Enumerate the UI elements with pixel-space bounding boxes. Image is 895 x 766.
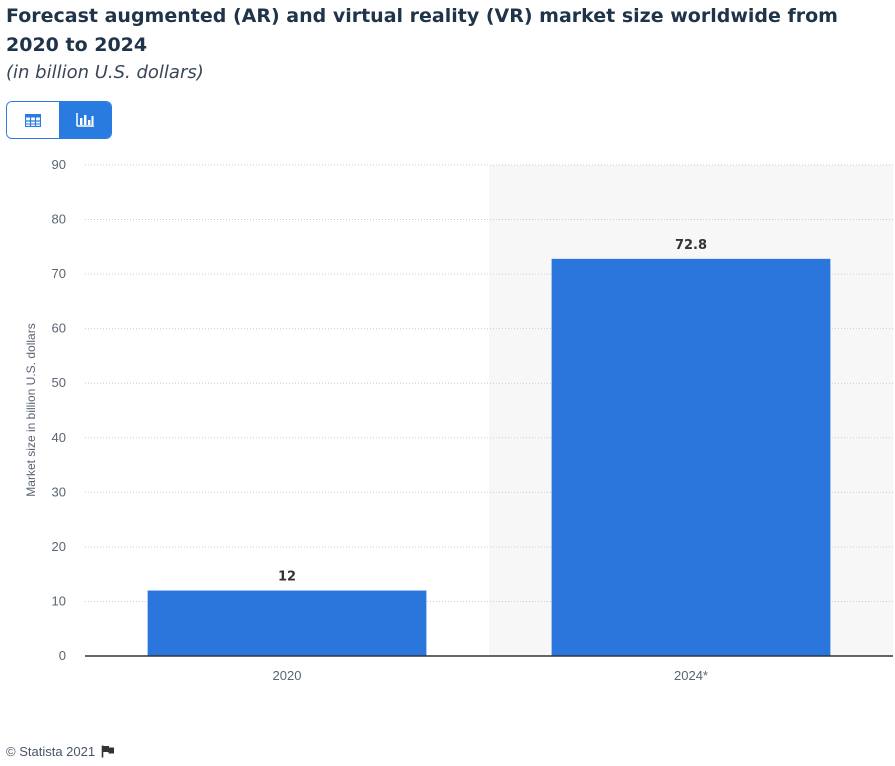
table-icon	[25, 113, 41, 127]
data-label: 72.8	[675, 238, 707, 253]
flag-icon[interactable]	[101, 745, 115, 758]
bar[interactable]	[551, 258, 831, 656]
bar-chart-icon	[76, 113, 94, 127]
y-axis-title: Market size in billion U.S. dollars	[24, 323, 38, 496]
footer: © Statista 2021	[6, 744, 115, 759]
y-tick-label: 40	[52, 430, 66, 445]
table-view-button[interactable]	[7, 102, 59, 138]
data-label: 12	[278, 570, 296, 585]
y-tick-label: 90	[52, 157, 66, 172]
chart-title: Forecast augmented (AR) and virtual real…	[6, 5, 838, 56]
y-tick-label: 10	[52, 593, 66, 608]
y-tick-label: 0	[59, 648, 66, 663]
chart-view-button[interactable]	[59, 102, 111, 138]
y-tick-label: 50	[52, 375, 66, 390]
x-tick-label: 2020	[273, 668, 302, 683]
bar-chart: 12 72.8 2020 2024* 0 10 20 30 40 50 60 70 80 90 Mar…	[24, 157, 893, 683]
y-tick-label: 70	[52, 266, 66, 281]
view-toggle	[6, 101, 112, 139]
y-tick-label: 30	[52, 484, 66, 499]
y-tick-label: 80	[52, 212, 66, 227]
y-tick-label: 20	[52, 539, 66, 554]
y-tick-label: 60	[52, 321, 66, 336]
copyright-text[interactable]: © Statista 2021	[6, 744, 96, 759]
x-tick-label: 2024*	[674, 668, 708, 683]
chart-subtitle: (in billion U.S. dollars)	[6, 62, 204, 83]
bar[interactable]	[147, 590, 427, 656]
